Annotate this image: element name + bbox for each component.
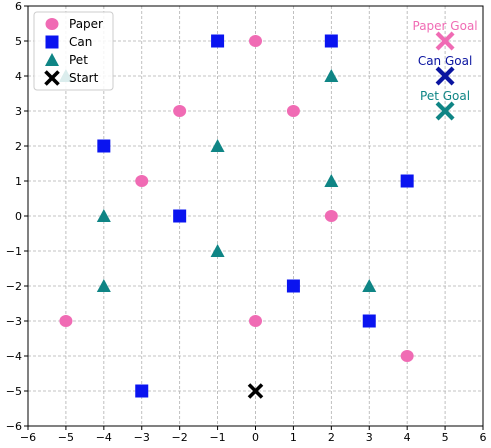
x-tick-label: −1 [209,431,225,444]
legend-label: Start [69,71,99,85]
can-point [362,314,376,328]
paper-goal-label: Paper Goal [413,19,478,33]
can-point [173,209,187,223]
y-tick-label: 6 [15,0,22,13]
y-tick-label: −5 [6,385,22,398]
pet-point [96,209,111,222]
paper-point [400,350,414,362]
x-tick-label: 5 [442,431,449,444]
x-tick-label: −3 [134,431,150,444]
can-point [97,139,111,153]
can-point [400,174,414,188]
x-tick-label: 0 [252,431,259,444]
legend-paper-marker [45,18,59,30]
y-tick-label: 2 [15,140,22,153]
legend-entry-paper: Paper [45,17,103,31]
can-point [286,279,300,293]
x-tick-label: −4 [96,431,112,444]
y-tick-label: 0 [15,210,22,223]
y-tick-label: 3 [15,105,22,118]
legend-label: Pet [69,53,88,67]
pet-goal-marker [435,101,455,121]
can-goal-marker [435,66,455,86]
paper-point [324,210,338,222]
paper-point [135,175,149,187]
x-tick-label: −5 [58,431,74,444]
pet-goal-label: Pet Goal [420,89,470,103]
legend-label: Can [69,35,92,49]
data-points [58,34,414,399]
paper-point [286,105,300,117]
y-tick-label: 4 [15,70,22,83]
x-tick-label: −2 [172,431,188,444]
y-tick-label: −4 [6,350,22,363]
paper-point [249,35,262,47]
x-tick-label: 4 [404,431,411,444]
goal-markers: Paper Goal Can Goal Pet Goal [413,19,478,121]
plot-frame [27,5,484,427]
legend-entry-pet: Pet [45,53,88,67]
paper-point [173,105,187,117]
pet-point [210,244,225,257]
y-tick-label: −1 [6,245,22,258]
y-tick-label: −6 [6,420,22,433]
x-tick-label: 6 [480,431,487,444]
legend-start-marker [44,70,60,86]
y-tick-label: −2 [6,280,22,293]
legend: Paper Can Pet Start [33,11,114,91]
paper-point [249,315,262,327]
y-tick-label: 1 [15,175,22,188]
legend-label: Paper [69,17,103,31]
pet-point [210,139,225,152]
x-tick-label: −6 [20,431,36,444]
pet-point [362,279,377,292]
paper-goal-marker [435,31,455,51]
legend-box [33,11,114,91]
x-tick-label: 2 [328,431,335,444]
y-tick-label: 5 [15,35,22,48]
pet-point [324,174,339,187]
x-tick-label: 3 [366,431,373,444]
start-point [247,383,264,399]
can-point [324,34,338,48]
can-goal-label: Can Goal [418,54,472,68]
legend-pet-marker [45,53,59,66]
y-tick-label: −3 [6,315,22,328]
pet-point [324,69,339,82]
legend-entry-start: Start [44,70,99,86]
legend-can-marker [45,35,59,49]
pet-point [96,279,111,292]
can-point [211,34,225,48]
paper-point [59,315,73,327]
x-tick-label: 1 [290,431,297,444]
axis-ticks: −6 −5 −4 −3 −2 −1 0 1 2 3 4 5 6 −6 −5 −4 −3 −2 −1 0 1 2 3 4 5 6 [6,0,487,444]
can-point [135,384,149,398]
legend-entry-can: Can [45,35,92,49]
